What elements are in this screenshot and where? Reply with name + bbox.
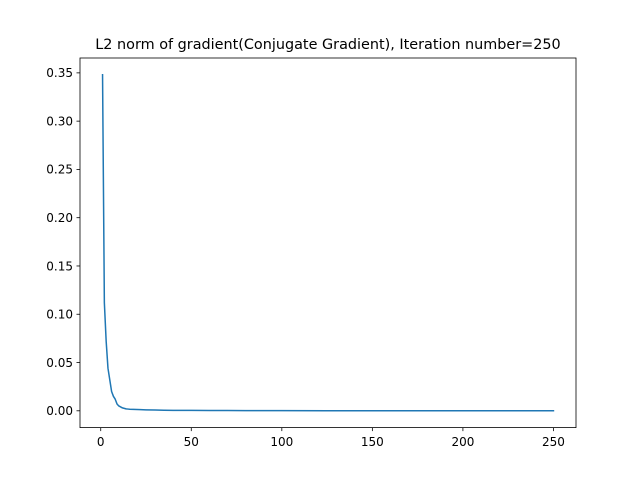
y-axis: 0.00 0.05 0.10 0.15 0.20 0.25 0.30 0.35 (46, 66, 80, 418)
plot-area (101, 74, 555, 412)
x-tick-label: 200 (451, 435, 474, 449)
axes-frame (79, 57, 577, 429)
series-line-0 (101, 74, 555, 412)
y-tick-label: 0.25 (46, 163, 73, 177)
x-tick-label: 250 (542, 435, 565, 449)
chart-title: L2 norm of gradient(Conjugate Gradient),… (95, 37, 560, 53)
x-tick-label: 100 (270, 435, 293, 449)
y-tick-label: 0.15 (46, 259, 73, 273)
x-tick-label: 0 (97, 435, 105, 449)
y-tick-label: 0.20 (46, 211, 73, 225)
x-tick-label: 150 (361, 435, 384, 449)
y-tick-label: 0.30 (46, 114, 73, 128)
y-tick-label: 0.00 (46, 404, 73, 418)
x-tick-label: 50 (184, 435, 199, 449)
y-tick-label: 0.05 (46, 356, 73, 370)
y-tick-label: 0.10 (46, 308, 73, 322)
x-axis: 0 50 100 150 200 250 (97, 427, 565, 449)
y-tick-label: 0.35 (46, 66, 73, 80)
